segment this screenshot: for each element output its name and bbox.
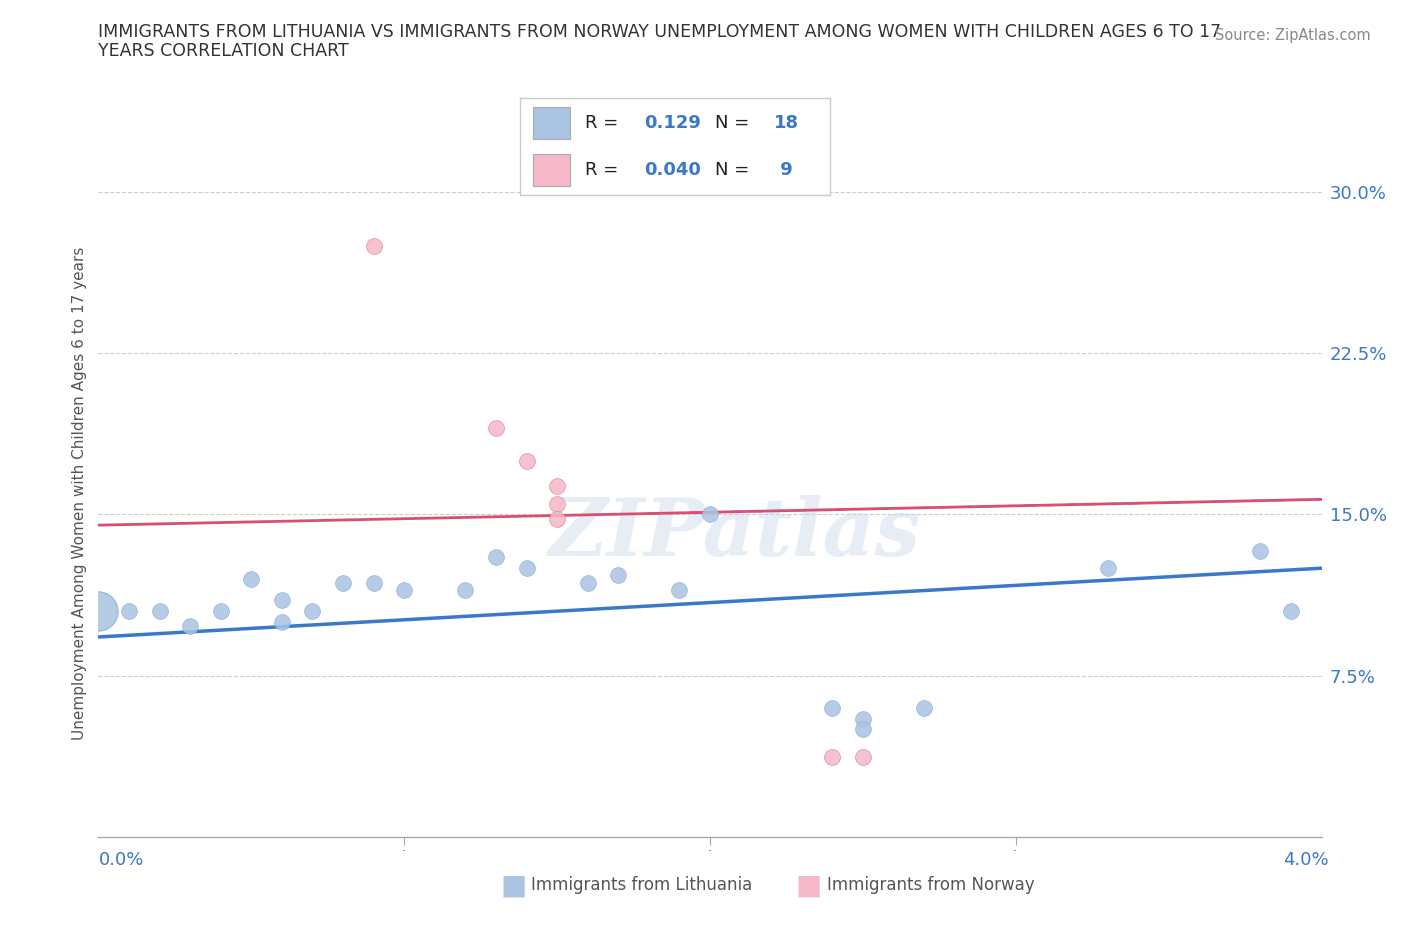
Text: N =: N =	[716, 114, 755, 132]
Text: ■: ■	[501, 871, 526, 899]
Point	[852, 711, 875, 726]
Point	[516, 453, 538, 468]
Point	[699, 507, 721, 522]
Point	[363, 238, 385, 253]
Text: 0.0%: 0.0%	[98, 851, 143, 870]
Point	[332, 576, 354, 591]
Point	[821, 700, 844, 715]
Text: ■: ■	[796, 871, 821, 899]
Text: 4.0%: 4.0%	[1284, 851, 1329, 870]
Point	[454, 582, 477, 597]
Point	[209, 604, 232, 618]
Y-axis label: Unemployment Among Women with Children Ages 6 to 17 years: Unemployment Among Women with Children A…	[72, 246, 87, 739]
Point	[1097, 561, 1119, 576]
Text: R =: R =	[585, 161, 624, 179]
FancyBboxPatch shape	[533, 154, 569, 186]
Point	[87, 604, 110, 618]
Point	[516, 561, 538, 576]
Point	[852, 750, 875, 764]
Text: Immigrants from Norway: Immigrants from Norway	[827, 876, 1035, 895]
Point	[179, 618, 201, 633]
Text: ZIPatlas: ZIPatlas	[548, 496, 921, 573]
Point	[301, 604, 323, 618]
Text: Immigrants from Lithuania: Immigrants from Lithuania	[531, 876, 752, 895]
Point	[270, 615, 294, 630]
Text: 18: 18	[773, 114, 799, 132]
Text: 9: 9	[773, 161, 793, 179]
Text: Source: ZipAtlas.com: Source: ZipAtlas.com	[1215, 28, 1371, 43]
Text: YEARS CORRELATION CHART: YEARS CORRELATION CHART	[98, 42, 349, 60]
Text: IMMIGRANTS FROM LITHUANIA VS IMMIGRANTS FROM NORWAY UNEMPLOYMENT AMONG WOMEN WIT: IMMIGRANTS FROM LITHUANIA VS IMMIGRANTS …	[98, 23, 1222, 41]
Point	[576, 576, 599, 591]
Point	[485, 421, 508, 436]
Text: 0.040: 0.040	[644, 161, 700, 179]
Point	[149, 604, 172, 618]
Point	[363, 576, 385, 591]
Point	[270, 593, 294, 608]
Point	[240, 571, 263, 587]
Point	[1249, 543, 1271, 558]
FancyBboxPatch shape	[533, 108, 569, 139]
Text: 0.129: 0.129	[644, 114, 700, 132]
Point	[852, 722, 875, 737]
Point	[118, 604, 141, 618]
Point	[546, 512, 568, 526]
Point	[668, 582, 690, 597]
Point	[485, 550, 508, 565]
Point	[1279, 604, 1302, 618]
Text: N =: N =	[716, 161, 755, 179]
Point	[912, 700, 935, 715]
Point	[821, 750, 844, 764]
Point	[546, 497, 568, 512]
Text: R =: R =	[585, 114, 624, 132]
Point	[392, 582, 416, 597]
Point	[546, 479, 568, 494]
Point	[607, 567, 630, 582]
